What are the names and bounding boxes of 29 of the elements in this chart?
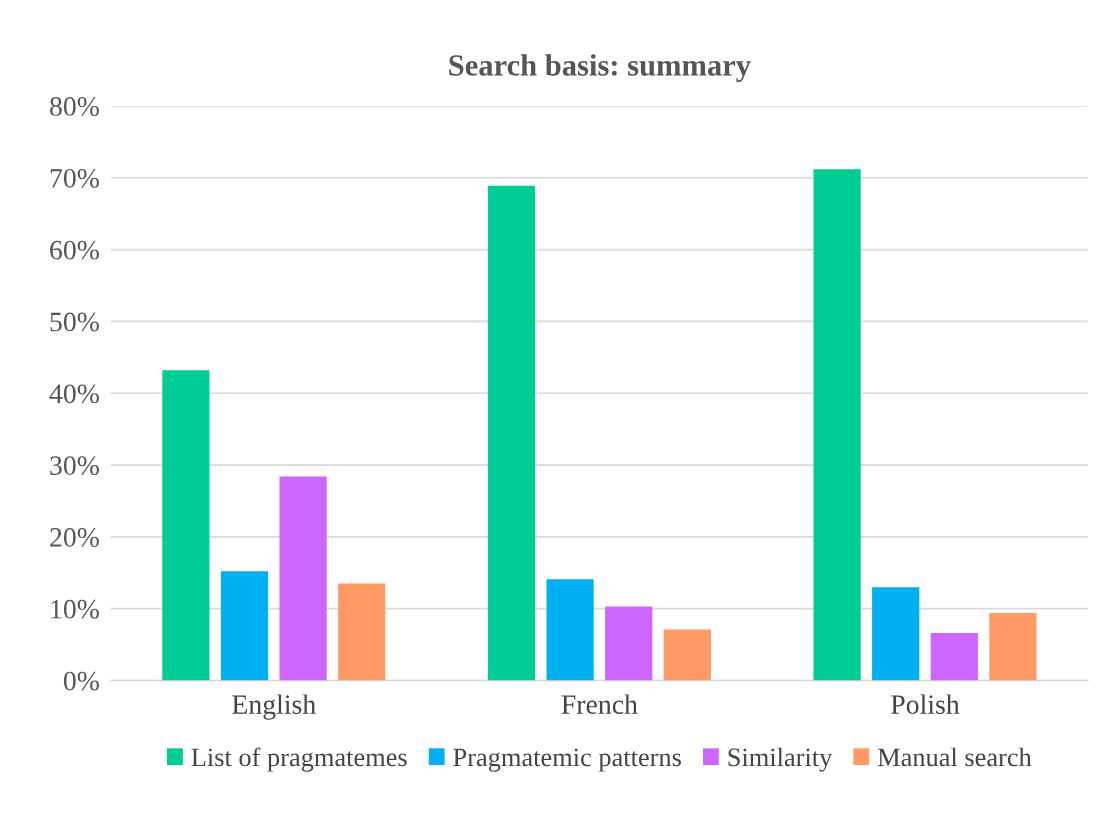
bar bbox=[546, 579, 594, 681]
legend-label: List of pragmatemes bbox=[191, 747, 407, 772]
y-tick-label: 30% bbox=[50, 456, 99, 476]
y-tick-label: 40% bbox=[49, 384, 99, 404]
bar bbox=[279, 476, 327, 681]
legend-label: Similarity bbox=[728, 747, 833, 772]
y-tick-label: 80% bbox=[50, 97, 99, 116]
legend-label: Pragmatemic patterns bbox=[453, 748, 681, 772]
bar bbox=[663, 629, 711, 681]
bar bbox=[813, 169, 861, 681]
y-tick-label: 60% bbox=[50, 240, 99, 260]
y-tick-label: 0% bbox=[63, 671, 99, 691]
bar bbox=[220, 571, 269, 681]
x-tick-label: French bbox=[561, 694, 638, 714]
x-tick-label: English bbox=[232, 694, 316, 720]
chart-title: Search basis: summary bbox=[449, 54, 751, 82]
y-tick-label: 10% bbox=[51, 599, 99, 619]
bar bbox=[338, 583, 386, 681]
x-tick-label: Polish bbox=[891, 694, 960, 714]
bar bbox=[605, 606, 653, 681]
bar bbox=[930, 633, 978, 681]
bar bbox=[487, 185, 536, 681]
y-tick-label: 50% bbox=[50, 312, 99, 332]
bar bbox=[872, 587, 920, 681]
y-tick-label: 70% bbox=[50, 168, 99, 188]
legend-label: Manual search bbox=[877, 747, 1032, 767]
y-tick-label: 20% bbox=[50, 528, 99, 547]
bar bbox=[162, 370, 210, 681]
bar bbox=[989, 613, 1037, 681]
